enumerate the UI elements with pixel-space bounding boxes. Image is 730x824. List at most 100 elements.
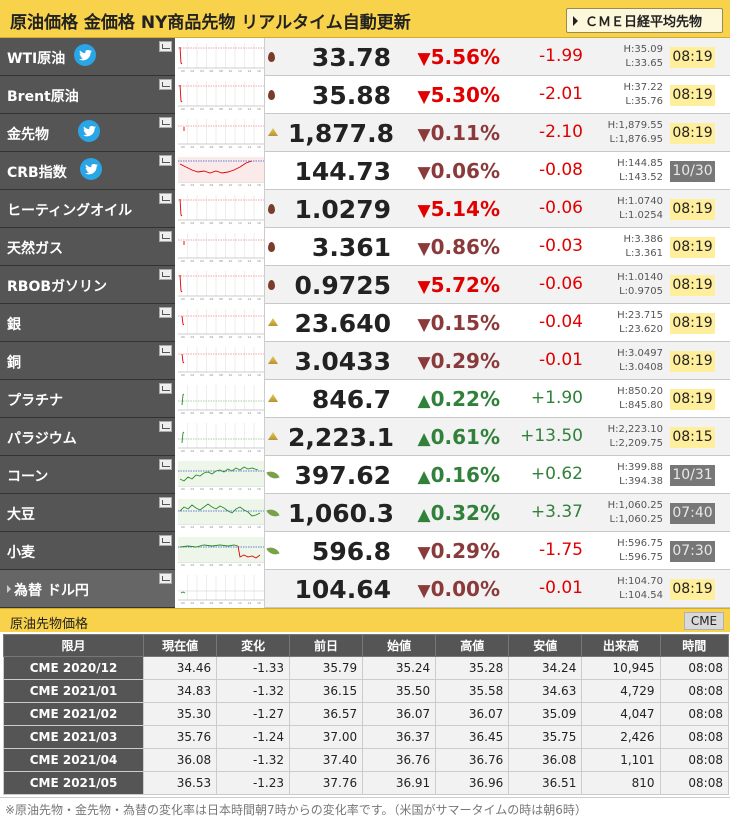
commodity-name-cell[interactable]: 大豆 [0,494,175,532]
commodity-name-cell[interactable]: 小麦 [0,532,175,570]
quote-row: パラジウム 00 02 04 06 08 10 12 14 16 2,223.1 ▲0.61% +13.… [0,418,730,456]
chart-icon[interactable] [159,155,172,166]
sparkline-cell[interactable]: 00 02 04 06 08 10 12 14 16 [175,418,265,456]
sparkline: 00 02 04 06 08 10 12 14 16 [178,233,264,263]
chart-icon[interactable] [159,307,172,318]
chart-icon[interactable] [159,535,172,546]
arrow-right-icon [573,15,578,26]
commodity-name-cell[interactable]: RBOBガソリン [0,266,175,304]
percent-value: 5.56% [430,45,500,69]
price: 3.0433 [294,347,391,376]
commodity-name-cell[interactable]: WTI原油 [0,38,175,76]
twitter-icon[interactable] [78,120,100,142]
price: 1.0279 [294,195,391,224]
commodity-name-cell[interactable]: コーン [0,456,175,494]
sparkline-cell[interactable]: 00 02 04 06 08 10 12 14 16 [175,228,265,266]
chart-icon[interactable] [159,231,172,242]
svg-text:08: 08 [219,259,223,263]
price: 144.73 [294,157,391,186]
chart-icon[interactable] [159,573,172,584]
chart-icon[interactable] [159,421,172,432]
commodity-name[interactable]: Brent原油 [7,89,79,105]
sparkline-cell[interactable]: 00 02 04 06 08 10 12 14 16 [175,114,265,152]
commodity-name[interactable]: RBOBガソリン [7,279,108,295]
futures-cell: 35.28 [435,656,510,680]
chart-icon[interactable] [159,41,172,52]
sparkline: 00 02 04 06 08 10 12 14 16 [178,385,264,415]
price: 2,223.1 [288,423,394,452]
arrow-up-icon: ▲ [417,467,431,487]
svg-text:12: 12 [238,145,242,149]
commodity-name[interactable]: CRB指数 [7,165,67,181]
update-time: 08:19 [670,313,715,334]
chart-icon[interactable] [159,345,172,356]
high-low: H:1.0140 L:0.9705 [603,271,663,299]
chart-icon[interactable] [159,497,172,508]
svg-text:14: 14 [248,107,252,111]
commodity-name[interactable]: 金先物 [7,127,49,143]
commodity-name[interactable]: ヒーティングオイル [7,203,133,219]
commodity-name[interactable]: 銅 [7,355,21,371]
commodity-name-cell[interactable]: 天然ガス [0,228,175,266]
sparkline-cell[interactable]: 00 02 04 06 08 10 12 14 16 [175,342,265,380]
sparkline-cell[interactable]: 00 02 04 06 08 10 12 14 16 [175,532,265,570]
sparkline-cell[interactable]: 00 02 04 06 08 10 12 14 16 [175,76,265,114]
chart-icon[interactable] [159,269,172,280]
futures-cell: 35.79 [289,656,364,680]
sparkline-cell[interactable]: 00 02 04 06 08 10 12 14 16 [175,456,265,494]
commodity-name[interactable]: 大豆 [7,507,35,523]
svg-text:16: 16 [257,183,261,187]
high-value: H:37.22 [623,82,663,93]
commodity-name-cell[interactable]: プラチナ [0,380,175,418]
cme-nikkei-futures-button[interactable]: ＣＭＥ日経平均先物 [566,8,723,33]
chart-icon[interactable] [159,383,172,394]
commodity-name-cell[interactable]: CRB指数 [0,152,175,190]
commodity-name-cell[interactable]: Brent原油 [0,76,175,114]
sparkline-cell[interactable]: 00 02 04 06 08 10 12 14 16 [175,152,265,190]
commodity-name[interactable]: WTI原油 [7,51,66,67]
commodity-name[interactable]: 天然ガス [7,241,63,257]
twitter-icon[interactable] [74,44,96,66]
high-value: H:144.85 [617,158,663,169]
commodity-name-cell[interactable]: ヒーティングオイル [0,190,175,228]
commodity-name-cell[interactable]: 銀 [0,304,175,342]
futures-cell: 37.40 [289,748,364,772]
commodity-name[interactable]: コーン [7,469,49,485]
commodity-name[interactable]: 為替 ドル円 [14,583,89,599]
arrow-down-icon: ▼ [417,581,431,601]
commodity-name-cell[interactable]: 為替 ドル円 [0,570,175,608]
sparkline-cell[interactable]: 00 02 04 06 08 10 12 14 16 [175,190,265,228]
commodity-name[interactable]: 小麦 [7,545,35,561]
chart-icon[interactable] [159,117,172,128]
chart-icon[interactable] [159,459,172,470]
chart-icon[interactable] [159,79,172,90]
commodity-name[interactable]: パラジウム [7,431,77,447]
commodity-name-cell[interactable]: パラジウム [0,418,175,456]
svg-text:06: 06 [210,563,214,567]
commodity-name-cell[interactable]: 銅 [0,342,175,380]
commodity-name[interactable]: 銀 [7,317,21,333]
sparkline-cell[interactable]: 00 02 04 06 08 10 12 14 16 [175,38,265,76]
sparkline-cell[interactable]: 00 02 04 06 08 10 12 14 16 [175,266,265,304]
arrow-down-icon: ▼ [417,125,431,145]
arrow-down-icon: ▼ [417,201,431,221]
svg-text:16: 16 [257,297,261,301]
futures-column-header: 始値 [362,634,437,657]
high-low: H:596.75 L:596.75 [603,537,663,565]
svg-text:14: 14 [248,297,252,301]
sparkline-cell[interactable]: 00 02 04 06 08 10 12 14 16 [175,570,265,608]
sparkline-cell[interactable]: 00 02 04 06 08 10 12 14 16 [175,380,265,418]
sparkline-cell[interactable]: 00 02 04 06 08 10 12 14 16 [175,304,265,342]
svg-text:16: 16 [257,221,261,225]
svg-text:02: 02 [191,259,195,263]
high-value: H:596.75 [617,538,663,549]
chart-icon[interactable] [159,193,172,204]
svg-text:08: 08 [219,297,223,301]
high-low: H:144.85 L:143.52 [603,157,663,185]
commodity-name-cell[interactable]: 金先物 [0,114,175,152]
svg-text:02: 02 [191,107,195,111]
commodity-name[interactable]: プラチナ [7,393,63,409]
cme-tag[interactable]: CME [684,612,724,630]
twitter-icon[interactable] [80,158,102,180]
sparkline-cell[interactable]: 00 02 04 06 08 10 12 14 16 [175,494,265,532]
